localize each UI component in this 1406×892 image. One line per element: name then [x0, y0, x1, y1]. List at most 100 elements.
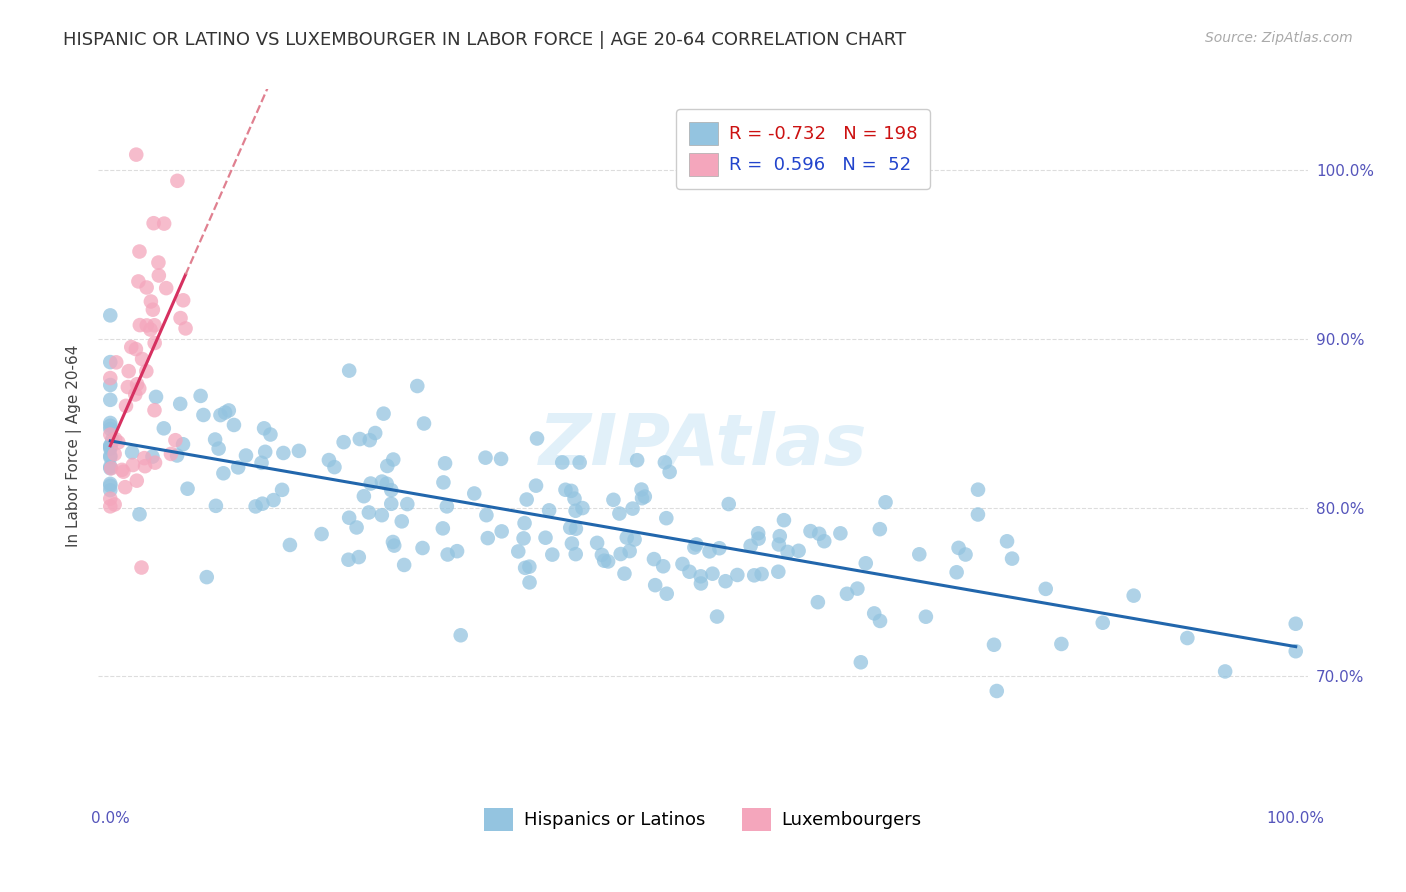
Point	[98, 476, 121, 491]
Point	[120, 340, 142, 354]
Point	[630, 483, 652, 497]
Point	[172, 437, 194, 451]
Point	[375, 458, 398, 473]
Point	[371, 508, 394, 523]
Point	[98, 479, 121, 493]
Point	[375, 476, 398, 491]
Point	[955, 548, 977, 562]
Point	[564, 504, 586, 518]
Point	[212, 467, 235, 481]
Point	[128, 318, 150, 332]
Point	[124, 387, 146, 401]
Point	[98, 450, 121, 465]
Point	[436, 548, 458, 562]
Point	[652, 559, 675, 574]
Point	[508, 544, 530, 558]
Point	[98, 371, 121, 385]
Point	[337, 363, 360, 377]
Point	[98, 378, 121, 392]
Point	[598, 554, 620, 568]
Point	[98, 483, 121, 497]
Point	[413, 417, 436, 431]
Point	[245, 500, 267, 514]
Point	[526, 432, 548, 446]
Point	[135, 364, 157, 378]
Point	[214, 406, 236, 420]
Point	[1285, 616, 1308, 631]
Point	[830, 526, 852, 541]
Point	[98, 461, 121, 475]
Point	[114, 480, 136, 494]
Point	[560, 521, 582, 535]
Point	[463, 486, 485, 500]
Text: ZIPAtlas: ZIPAtlas	[538, 411, 868, 481]
Point	[105, 355, 128, 369]
Point	[111, 463, 134, 477]
Point	[432, 475, 454, 490]
Point	[128, 382, 150, 396]
Point	[127, 377, 149, 392]
Point	[195, 570, 218, 584]
Point	[725, 568, 748, 582]
Point	[551, 455, 574, 469]
Point	[560, 483, 582, 498]
Point	[799, 524, 821, 538]
Point	[380, 497, 402, 511]
Point	[655, 587, 678, 601]
Point	[616, 531, 638, 545]
Point	[568, 456, 591, 470]
Point	[436, 500, 458, 514]
Point	[205, 499, 228, 513]
Point	[98, 416, 121, 430]
Point	[235, 449, 257, 463]
Point	[107, 435, 129, 450]
Point	[142, 216, 165, 230]
Point	[176, 482, 198, 496]
Point	[392, 558, 415, 572]
Point	[714, 574, 737, 589]
Point	[769, 529, 792, 543]
Point	[967, 508, 990, 522]
Point	[382, 452, 405, 467]
Point	[609, 547, 631, 561]
Point	[717, 497, 740, 511]
Point	[406, 379, 429, 393]
Point	[689, 569, 711, 583]
Point	[671, 557, 693, 571]
Point	[98, 427, 121, 442]
Legend: Hispanics or Latinos, Luxembourgers: Hispanics or Latinos, Luxembourgers	[475, 799, 931, 840]
Point	[699, 544, 721, 558]
Point	[278, 538, 301, 552]
Point	[706, 609, 728, 624]
Point	[742, 568, 765, 582]
Point	[869, 614, 891, 628]
Point	[250, 456, 273, 470]
Point	[381, 535, 404, 549]
Point	[1091, 615, 1114, 630]
Point	[174, 321, 197, 335]
Point	[360, 476, 382, 491]
Point	[869, 522, 891, 536]
Point	[751, 567, 773, 582]
Point	[626, 453, 648, 467]
Point	[787, 543, 810, 558]
Point	[908, 547, 931, 561]
Point	[134, 459, 156, 474]
Point	[364, 425, 387, 440]
Point	[631, 491, 654, 506]
Point	[915, 609, 938, 624]
Point	[190, 389, 212, 403]
Point	[813, 534, 835, 549]
Point	[98, 459, 121, 474]
Point	[561, 536, 583, 550]
Point	[768, 537, 790, 551]
Point	[311, 527, 333, 541]
Point	[634, 490, 657, 504]
Point	[643, 552, 665, 566]
Point	[524, 478, 547, 492]
Point	[222, 417, 245, 432]
Point	[204, 433, 226, 447]
Point	[658, 465, 681, 479]
Point	[702, 566, 724, 581]
Point	[253, 421, 276, 435]
